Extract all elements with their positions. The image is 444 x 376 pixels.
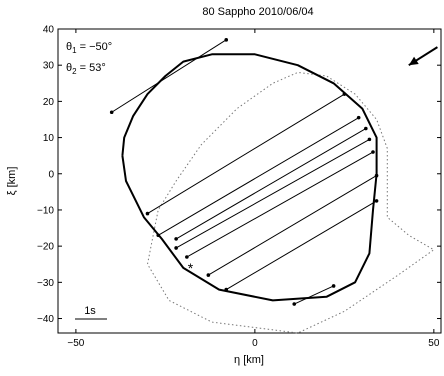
chord-line — [175, 128, 367, 240]
chord-endpoint — [185, 255, 189, 259]
chord-endpoint — [224, 38, 229, 42]
direction-arrow-icon — [408, 46, 438, 67]
star-marker: * — [188, 260, 194, 276]
y-tick-label: 40 — [43, 25, 55, 36]
chord-endpoint — [364, 126, 368, 131]
chord-endpoint — [356, 115, 361, 120]
y-tick-label: 0 — [48, 169, 54, 180]
scale-bar-label: 1s — [84, 305, 96, 317]
chord-line — [294, 285, 334, 305]
x-tick-labels: −50 0 50 — [67, 338, 439, 349]
theta2-annotation: θ2 = 53° — [66, 62, 106, 76]
chord-endpoint — [174, 246, 178, 250]
chord-endpoint — [292, 302, 297, 306]
chord-endpoint — [156, 233, 161, 238]
chord-endpoint — [331, 284, 336, 288]
chord-endpoint — [224, 287, 229, 292]
dotted-profile-outline — [146, 71, 435, 334]
chord-endpoint — [371, 150, 375, 154]
profile-outline — [121, 53, 378, 302]
theta1-annotation: θ1 = −50° — [66, 41, 112, 55]
chart-title: 80 Sappho 2010/06/04 — [202, 6, 313, 18]
chord-endpoint — [174, 237, 178, 241]
chord-endpoint — [109, 110, 114, 115]
arrow-head — [408, 56, 419, 66]
chord-endpoint — [374, 173, 379, 178]
chord-line — [186, 151, 374, 258]
y-tick-label: −10 — [37, 205, 54, 216]
y-tick-label: −40 — [37, 314, 54, 325]
chord-line — [111, 39, 227, 113]
chord-endpoint — [367, 137, 372, 142]
chord-line — [225, 200, 377, 291]
chord-endpoint — [206, 273, 211, 277]
y-tick-label: −20 — [37, 242, 54, 253]
chord-line — [208, 175, 377, 276]
x-axis-label: η [km] — [234, 354, 264, 366]
chord-endpoint — [145, 211, 150, 216]
x-tick-label: 50 — [428, 338, 440, 349]
chord-endpoint — [342, 92, 347, 96]
y-tick-label: 30 — [43, 61, 55, 72]
chord-line — [147, 93, 345, 214]
chords-group — [109, 38, 379, 306]
y-axis-label: ξ [km] — [6, 167, 18, 196]
x-tick-label: 0 — [252, 338, 258, 349]
y-tick-labels: −40 −30 −20 −10 0 10 20 30 40 — [37, 25, 54, 326]
y-tick-label: 20 — [43, 97, 55, 108]
plot-frame — [57, 28, 442, 334]
axis-ticks — [58, 28, 441, 333]
x-tick-label: −50 — [67, 338, 84, 349]
chord-line — [157, 117, 359, 236]
y-tick-label: 10 — [43, 133, 55, 144]
y-tick-label: −30 — [37, 278, 54, 289]
chord-line — [175, 138, 370, 249]
chord-endpoint — [374, 199, 379, 203]
